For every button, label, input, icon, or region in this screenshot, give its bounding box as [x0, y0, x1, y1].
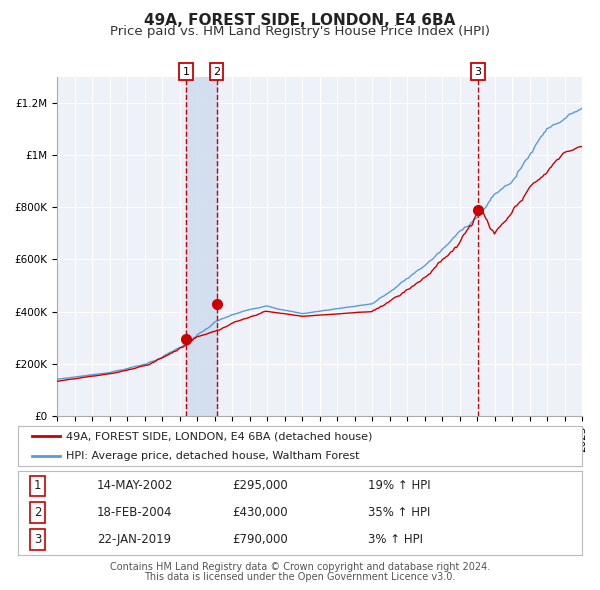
Text: £295,000: £295,000 — [232, 480, 288, 493]
Text: 3: 3 — [34, 533, 41, 546]
Text: Contains HM Land Registry data © Crown copyright and database right 2024.: Contains HM Land Registry data © Crown c… — [110, 562, 490, 572]
Text: 1: 1 — [182, 67, 190, 77]
Text: This data is licensed under the Open Government Licence v3.0.: This data is licensed under the Open Gov… — [145, 572, 455, 582]
Text: 14-MAY-2002: 14-MAY-2002 — [97, 480, 173, 493]
Text: £430,000: £430,000 — [232, 506, 288, 519]
Text: 49A, FOREST SIDE, LONDON, E4 6BA (detached house): 49A, FOREST SIDE, LONDON, E4 6BA (detach… — [66, 431, 373, 441]
Text: £790,000: £790,000 — [232, 533, 288, 546]
Text: 2: 2 — [34, 506, 41, 519]
Text: HPI: Average price, detached house, Waltham Forest: HPI: Average price, detached house, Walt… — [66, 451, 359, 461]
Text: 18-FEB-2004: 18-FEB-2004 — [97, 506, 172, 519]
Text: 3: 3 — [475, 67, 482, 77]
Text: 2: 2 — [213, 67, 220, 77]
Text: 1: 1 — [34, 480, 41, 493]
Text: 19% ↑ HPI: 19% ↑ HPI — [368, 480, 430, 493]
Text: 3% ↑ HPI: 3% ↑ HPI — [368, 533, 422, 546]
Text: 49A, FOREST SIDE, LONDON, E4 6BA: 49A, FOREST SIDE, LONDON, E4 6BA — [145, 13, 455, 28]
Text: 22-JAN-2019: 22-JAN-2019 — [97, 533, 171, 546]
Bar — [186, 77, 217, 416]
Text: 35% ↑ HPI: 35% ↑ HPI — [368, 506, 430, 519]
Text: Price paid vs. HM Land Registry's House Price Index (HPI): Price paid vs. HM Land Registry's House … — [110, 25, 490, 38]
